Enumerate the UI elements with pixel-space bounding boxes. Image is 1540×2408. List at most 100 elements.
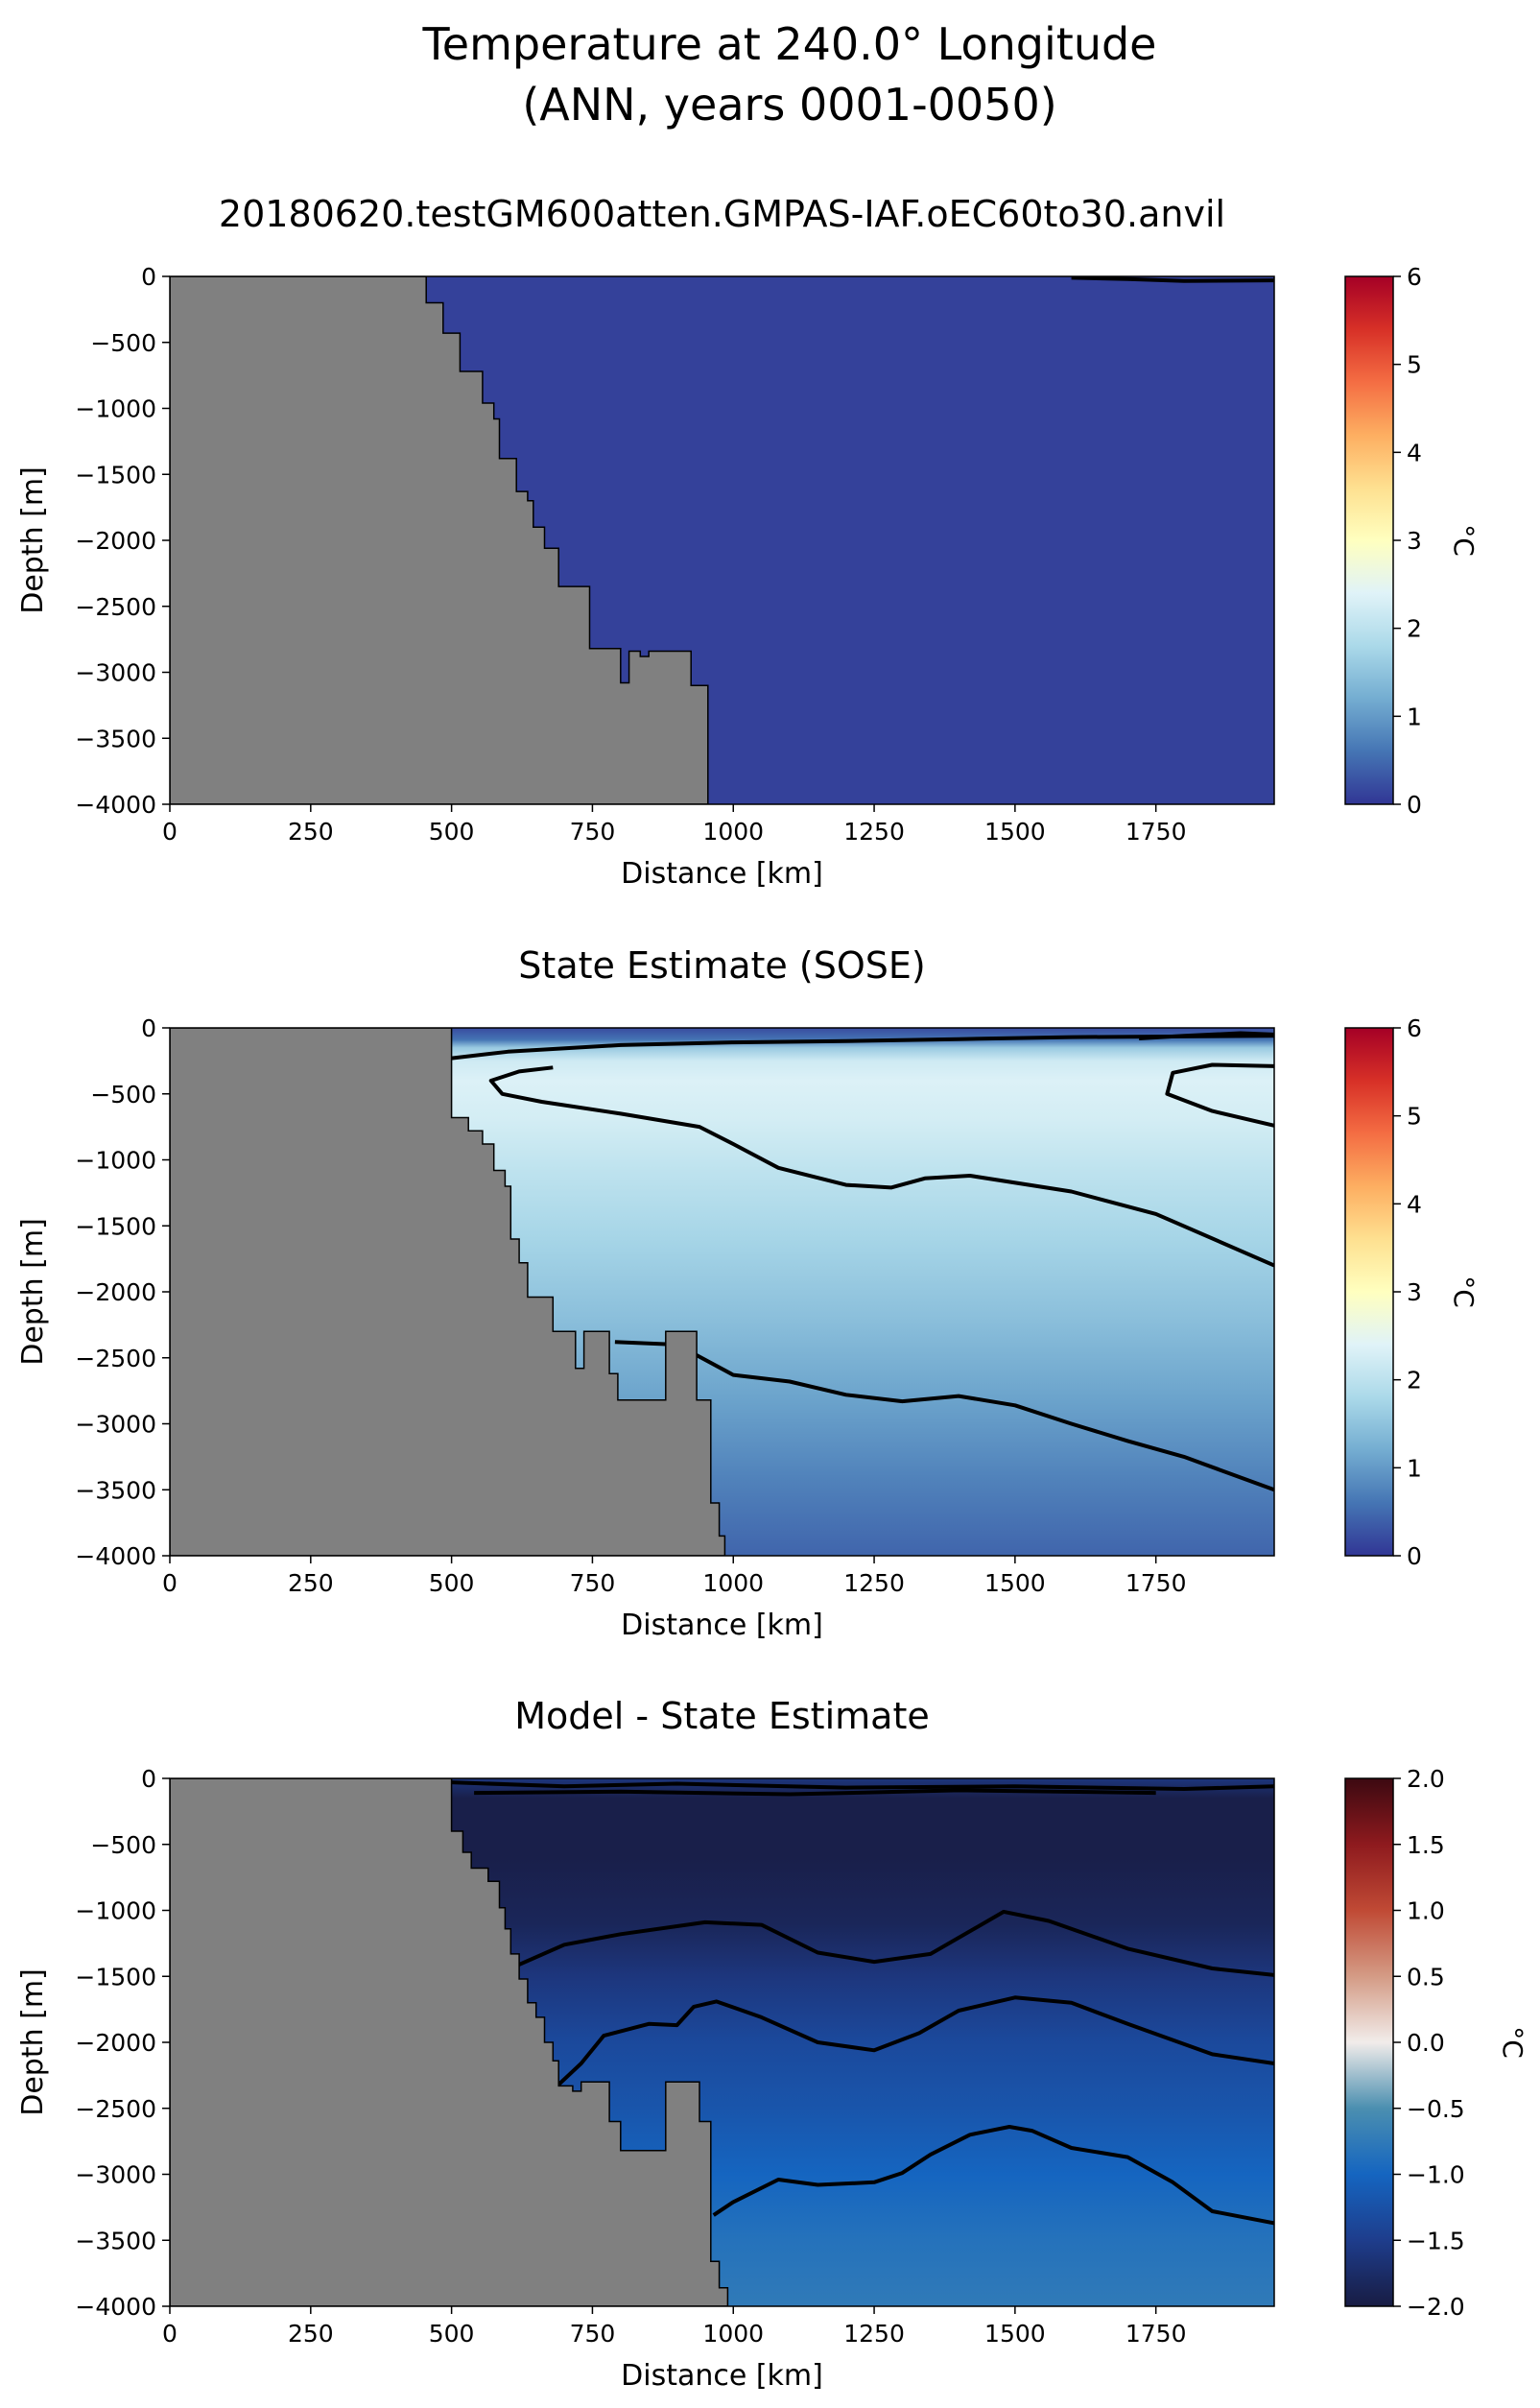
- x-tick-label: 0: [162, 1569, 178, 1597]
- x-axis-label: Distance [km]: [621, 857, 823, 891]
- x-axis-label: Distance [km]: [621, 2359, 823, 2393]
- y-axis-label: Depth [m]: [16, 1218, 50, 1366]
- y-tick-label: −3500: [75, 725, 156, 752]
- bathymetry: [170, 1778, 729, 2306]
- panel-title: Model - State Estimate: [514, 1695, 929, 1737]
- y-tick-label: −500: [90, 329, 156, 357]
- x-tick-label: 1250: [843, 1569, 905, 1597]
- contour-line: [474, 1788, 1156, 1797]
- panel-difference: Model - State Estimate 0 250 500 750 1000 1250…: [16, 1695, 1528, 2393]
- colorbar-tick-label: 3: [1407, 1278, 1422, 1306]
- x-tick-label: 500: [429, 818, 475, 846]
- x-tick-label: 500: [429, 1569, 475, 1597]
- x-tick-label: 250: [288, 2320, 334, 2348]
- colorbar-tick-label: 5: [1407, 351, 1422, 379]
- colorbar-tick-label: 5: [1407, 1103, 1422, 1131]
- colorbar-tick-label: 1: [1407, 1454, 1422, 1482]
- y-tick-label: −4000: [75, 2293, 156, 2321]
- contour-line: [1138, 1031, 1274, 1040]
- y-tick-label: −1500: [75, 461, 156, 489]
- contour-line: [557, 1995, 1274, 2086]
- colorbar-tick-label: 0: [1407, 1542, 1422, 1570]
- panel-title: State Estimate (SOSE): [518, 944, 925, 987]
- contour-line: [712, 2125, 1274, 2226]
- y-axis-label: Depth [m]: [16, 1968, 50, 2116]
- y-tick-label: −3500: [75, 1476, 156, 1504]
- colorbar-tick-label: 2: [1407, 1367, 1422, 1395]
- x-tick-label: 1500: [984, 2320, 1046, 2348]
- colorbar-tick-label: 2: [1407, 615, 1422, 643]
- y-tick-label: −4000: [75, 791, 156, 819]
- colorbar: [1344, 1027, 1394, 1557]
- contour-line: [451, 1780, 1274, 1791]
- x-tick-label: 750: [570, 2320, 616, 2348]
- colorbar: [1344, 275, 1394, 805]
- y-tick-label: −3000: [75, 2161, 156, 2189]
- figure-title-line2: (ANN, years 0001-0050): [522, 79, 1056, 131]
- colorbar-tick-label: −2.0: [1407, 2293, 1465, 2321]
- colorbar-label: °C: [1448, 1276, 1480, 1308]
- y-tick-label: −500: [90, 1831, 156, 1859]
- colorbar-tick-label: 6: [1407, 1014, 1422, 1042]
- y-tick-label: −500: [90, 1081, 156, 1109]
- colorbar-label: °C: [1448, 524, 1480, 557]
- contour-line: [488, 1065, 1274, 1268]
- y-tick-label: −1500: [75, 1963, 156, 1991]
- colorbar-tick-label: 6: [1407, 263, 1422, 291]
- colorbar-tick-label: −0.5: [1407, 2095, 1465, 2123]
- figure-title-line1: Temperature at 240.0° Longitude: [422, 18, 1157, 70]
- x-tick-label: 250: [288, 1569, 334, 1597]
- y-tick-label: −2500: [75, 1345, 156, 1372]
- contour-line: [512, 1909, 1274, 1977]
- y-tick-label: −1500: [75, 1212, 156, 1240]
- colorbar-tick-label: 0.5: [1407, 1963, 1445, 1991]
- colorbar-tick-label: 0: [1407, 791, 1422, 819]
- bathymetry: [170, 1028, 726, 1556]
- y-tick-label: −1000: [75, 395, 156, 423]
- colorbar-tick-label: 3: [1407, 527, 1422, 555]
- colorbar-tick-label: 1.0: [1407, 1897, 1445, 1925]
- x-tick-label: 1500: [984, 818, 1046, 846]
- x-tick-label: 1000: [702, 1569, 764, 1597]
- panel-title: 20180620.testGM600atten.GMPAS-IAF.oEC60t…: [219, 193, 1225, 235]
- x-tick-label: 1000: [702, 818, 764, 846]
- y-tick-label: −2000: [75, 527, 156, 555]
- x-tick-label: 0: [162, 818, 178, 846]
- panel-state-estimate: State Estimate (SOSE)0 250 500 750 1000 1250 1…: [16, 944, 1480, 1642]
- y-tick-label: −3000: [75, 1411, 156, 1439]
- x-tick-label: 500: [429, 2320, 475, 2348]
- y-tick-label: −3500: [75, 2227, 156, 2254]
- colorbar-tick-label: 2.0: [1407, 1765, 1445, 1793]
- y-tick-label: −2000: [75, 1278, 156, 1306]
- y-tick-label: −4000: [75, 1542, 156, 1570]
- colorbar-tick-label: 4: [1407, 1190, 1422, 1218]
- y-tick-label: −2500: [75, 2095, 156, 2123]
- y-tick-label: 0: [141, 1014, 156, 1042]
- x-tick-label: 1250: [843, 818, 905, 846]
- x-tick-label: 750: [570, 818, 616, 846]
- x-tick-label: 250: [288, 818, 334, 846]
- x-tick-label: 1750: [1125, 2320, 1187, 2348]
- y-tick-label: −3000: [75, 659, 156, 687]
- contour-line: [451, 1034, 1274, 1061]
- y-tick-label: 0: [141, 263, 156, 291]
- contour-line: [614, 1340, 1274, 1492]
- colorbar-label: °C: [1497, 2026, 1528, 2059]
- x-tick-label: 1500: [984, 1569, 1046, 1597]
- x-tick-label: 1000: [702, 2320, 764, 2348]
- colorbar-tick-label: 1.5: [1407, 1831, 1445, 1859]
- x-tick-label: 1750: [1125, 1569, 1187, 1597]
- y-tick-label: −1000: [75, 1897, 156, 1925]
- colorbar-tick-label: −1.5: [1407, 2227, 1465, 2254]
- y-tick-label: −1000: [75, 1147, 156, 1175]
- colorbar-tick-label: 4: [1407, 439, 1422, 466]
- x-axis-label: Distance [km]: [621, 1609, 823, 1642]
- x-tick-label: 750: [570, 1569, 616, 1597]
- bathymetry: [170, 276, 709, 804]
- y-tick-label: 0: [141, 1765, 156, 1793]
- y-tick-label: −2000: [75, 2029, 156, 2057]
- contour-line: [1071, 276, 1274, 283]
- panel-model: 20180620.testGM600atten.GMPAS-IAF.oEC60t…: [16, 193, 1480, 891]
- y-axis-label: Depth [m]: [16, 466, 50, 614]
